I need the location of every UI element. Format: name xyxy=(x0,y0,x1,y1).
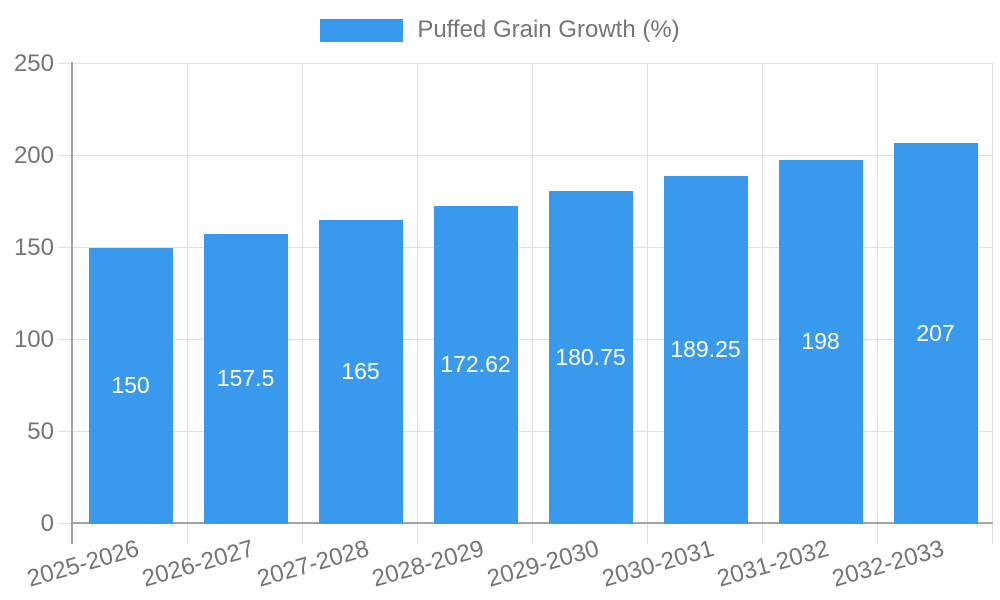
bar[interactable]: 198 xyxy=(778,159,863,524)
x-axis-tick-label: 2032-2033 xyxy=(828,535,947,593)
x-axis-tick xyxy=(417,524,418,544)
h-gridline xyxy=(58,247,993,248)
x-axis-tick-label: 2025-2026 xyxy=(23,535,142,593)
x-axis-tick-label: 2030-2031 xyxy=(598,535,717,593)
legend[interactable]: Puffed Grain Growth (%) xyxy=(0,17,1000,43)
y-axis-tick-label: 100 xyxy=(13,326,54,353)
bar-value-label: 207 xyxy=(916,319,955,346)
v-gridline xyxy=(877,64,878,524)
v-gridline xyxy=(187,64,188,524)
y-axis-line xyxy=(71,62,73,544)
v-gridline xyxy=(532,64,533,524)
legend-label: Puffed Grain Growth (%) xyxy=(417,16,680,43)
x-axis-tick-label: 2027-2028 xyxy=(253,535,372,593)
y-axis-tick-label: 200 xyxy=(13,142,54,169)
v-gridline xyxy=(302,64,303,524)
bar-value-label: 180.75 xyxy=(555,343,626,370)
bar[interactable]: 207 xyxy=(893,143,978,524)
x-axis-tick xyxy=(532,524,533,544)
x-axis-tick xyxy=(187,524,188,544)
y-axis-tick-label: 250 xyxy=(13,50,54,77)
x-axis-tick-label: 2031-2032 xyxy=(713,535,832,593)
x-axis-line xyxy=(71,522,993,524)
y-axis-tick-label: 0 xyxy=(40,510,54,537)
y-axis-tick xyxy=(58,523,73,524)
v-gridline xyxy=(992,64,993,524)
v-gridline xyxy=(417,64,418,524)
x-axis-tick-label: 2028-2029 xyxy=(368,535,487,593)
h-gridline xyxy=(58,431,993,432)
v-gridline xyxy=(647,64,648,524)
y-axis-tick-label: 50 xyxy=(27,418,54,445)
bar[interactable]: 172.62 xyxy=(433,206,518,524)
v-gridline xyxy=(762,64,763,524)
bar-value-label: 198 xyxy=(801,327,840,354)
x-axis-tick xyxy=(302,524,303,544)
h-gridline xyxy=(58,339,993,340)
x-axis-tick xyxy=(992,524,993,544)
bar-value-label: 172.62 xyxy=(440,351,511,378)
h-gridline xyxy=(58,63,993,64)
bar[interactable]: 165 xyxy=(318,220,403,524)
x-axis-tick xyxy=(647,524,648,544)
y-axis-tick-label: 150 xyxy=(13,234,54,261)
bar[interactable]: 157.5 xyxy=(203,234,288,524)
bar[interactable]: 189.25 xyxy=(663,175,748,524)
bar[interactable]: 150 xyxy=(88,248,173,524)
x-axis-tick xyxy=(877,524,878,544)
x-axis-tick-label: 2026-2027 xyxy=(138,535,257,593)
x-axis-tick xyxy=(762,524,763,544)
x-axis-tick-label: 2029-2030 xyxy=(483,535,602,593)
bar[interactable]: 180.75 xyxy=(548,191,633,524)
bar-value-label: 189.25 xyxy=(670,335,741,362)
bar-value-label: 157.5 xyxy=(216,365,275,392)
legend-swatch[interactable] xyxy=(320,18,404,42)
bar-value-label: 165 xyxy=(341,358,380,385)
h-gridline xyxy=(58,155,993,156)
bar-value-label: 150 xyxy=(111,372,150,398)
